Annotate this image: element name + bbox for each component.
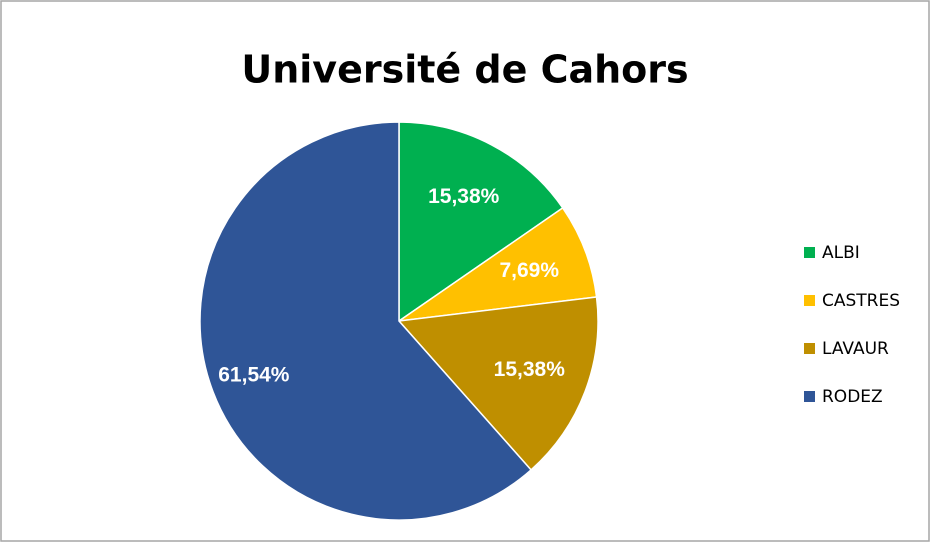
data-label: 61,54% xyxy=(218,364,290,387)
pie-slice xyxy=(398,121,564,323)
pie-slice xyxy=(398,206,598,322)
chart-title: Université de Cahors xyxy=(241,48,688,92)
pie-slice xyxy=(397,296,599,471)
data-label: 7,69% xyxy=(499,259,559,282)
legend-label: LAVAUR xyxy=(822,339,889,359)
data-label: 15,38% xyxy=(428,185,500,208)
legend-swatch xyxy=(804,391,815,402)
legend-label: ALBI xyxy=(822,243,860,263)
legend-swatch xyxy=(804,295,815,306)
legend-swatch xyxy=(804,247,815,258)
legend-label: RODEZ xyxy=(822,387,883,407)
pie-slice xyxy=(199,121,533,521)
data-label: 15,38% xyxy=(494,358,566,381)
legend-label: CASTRES xyxy=(822,291,900,311)
legend-swatch xyxy=(804,343,815,354)
